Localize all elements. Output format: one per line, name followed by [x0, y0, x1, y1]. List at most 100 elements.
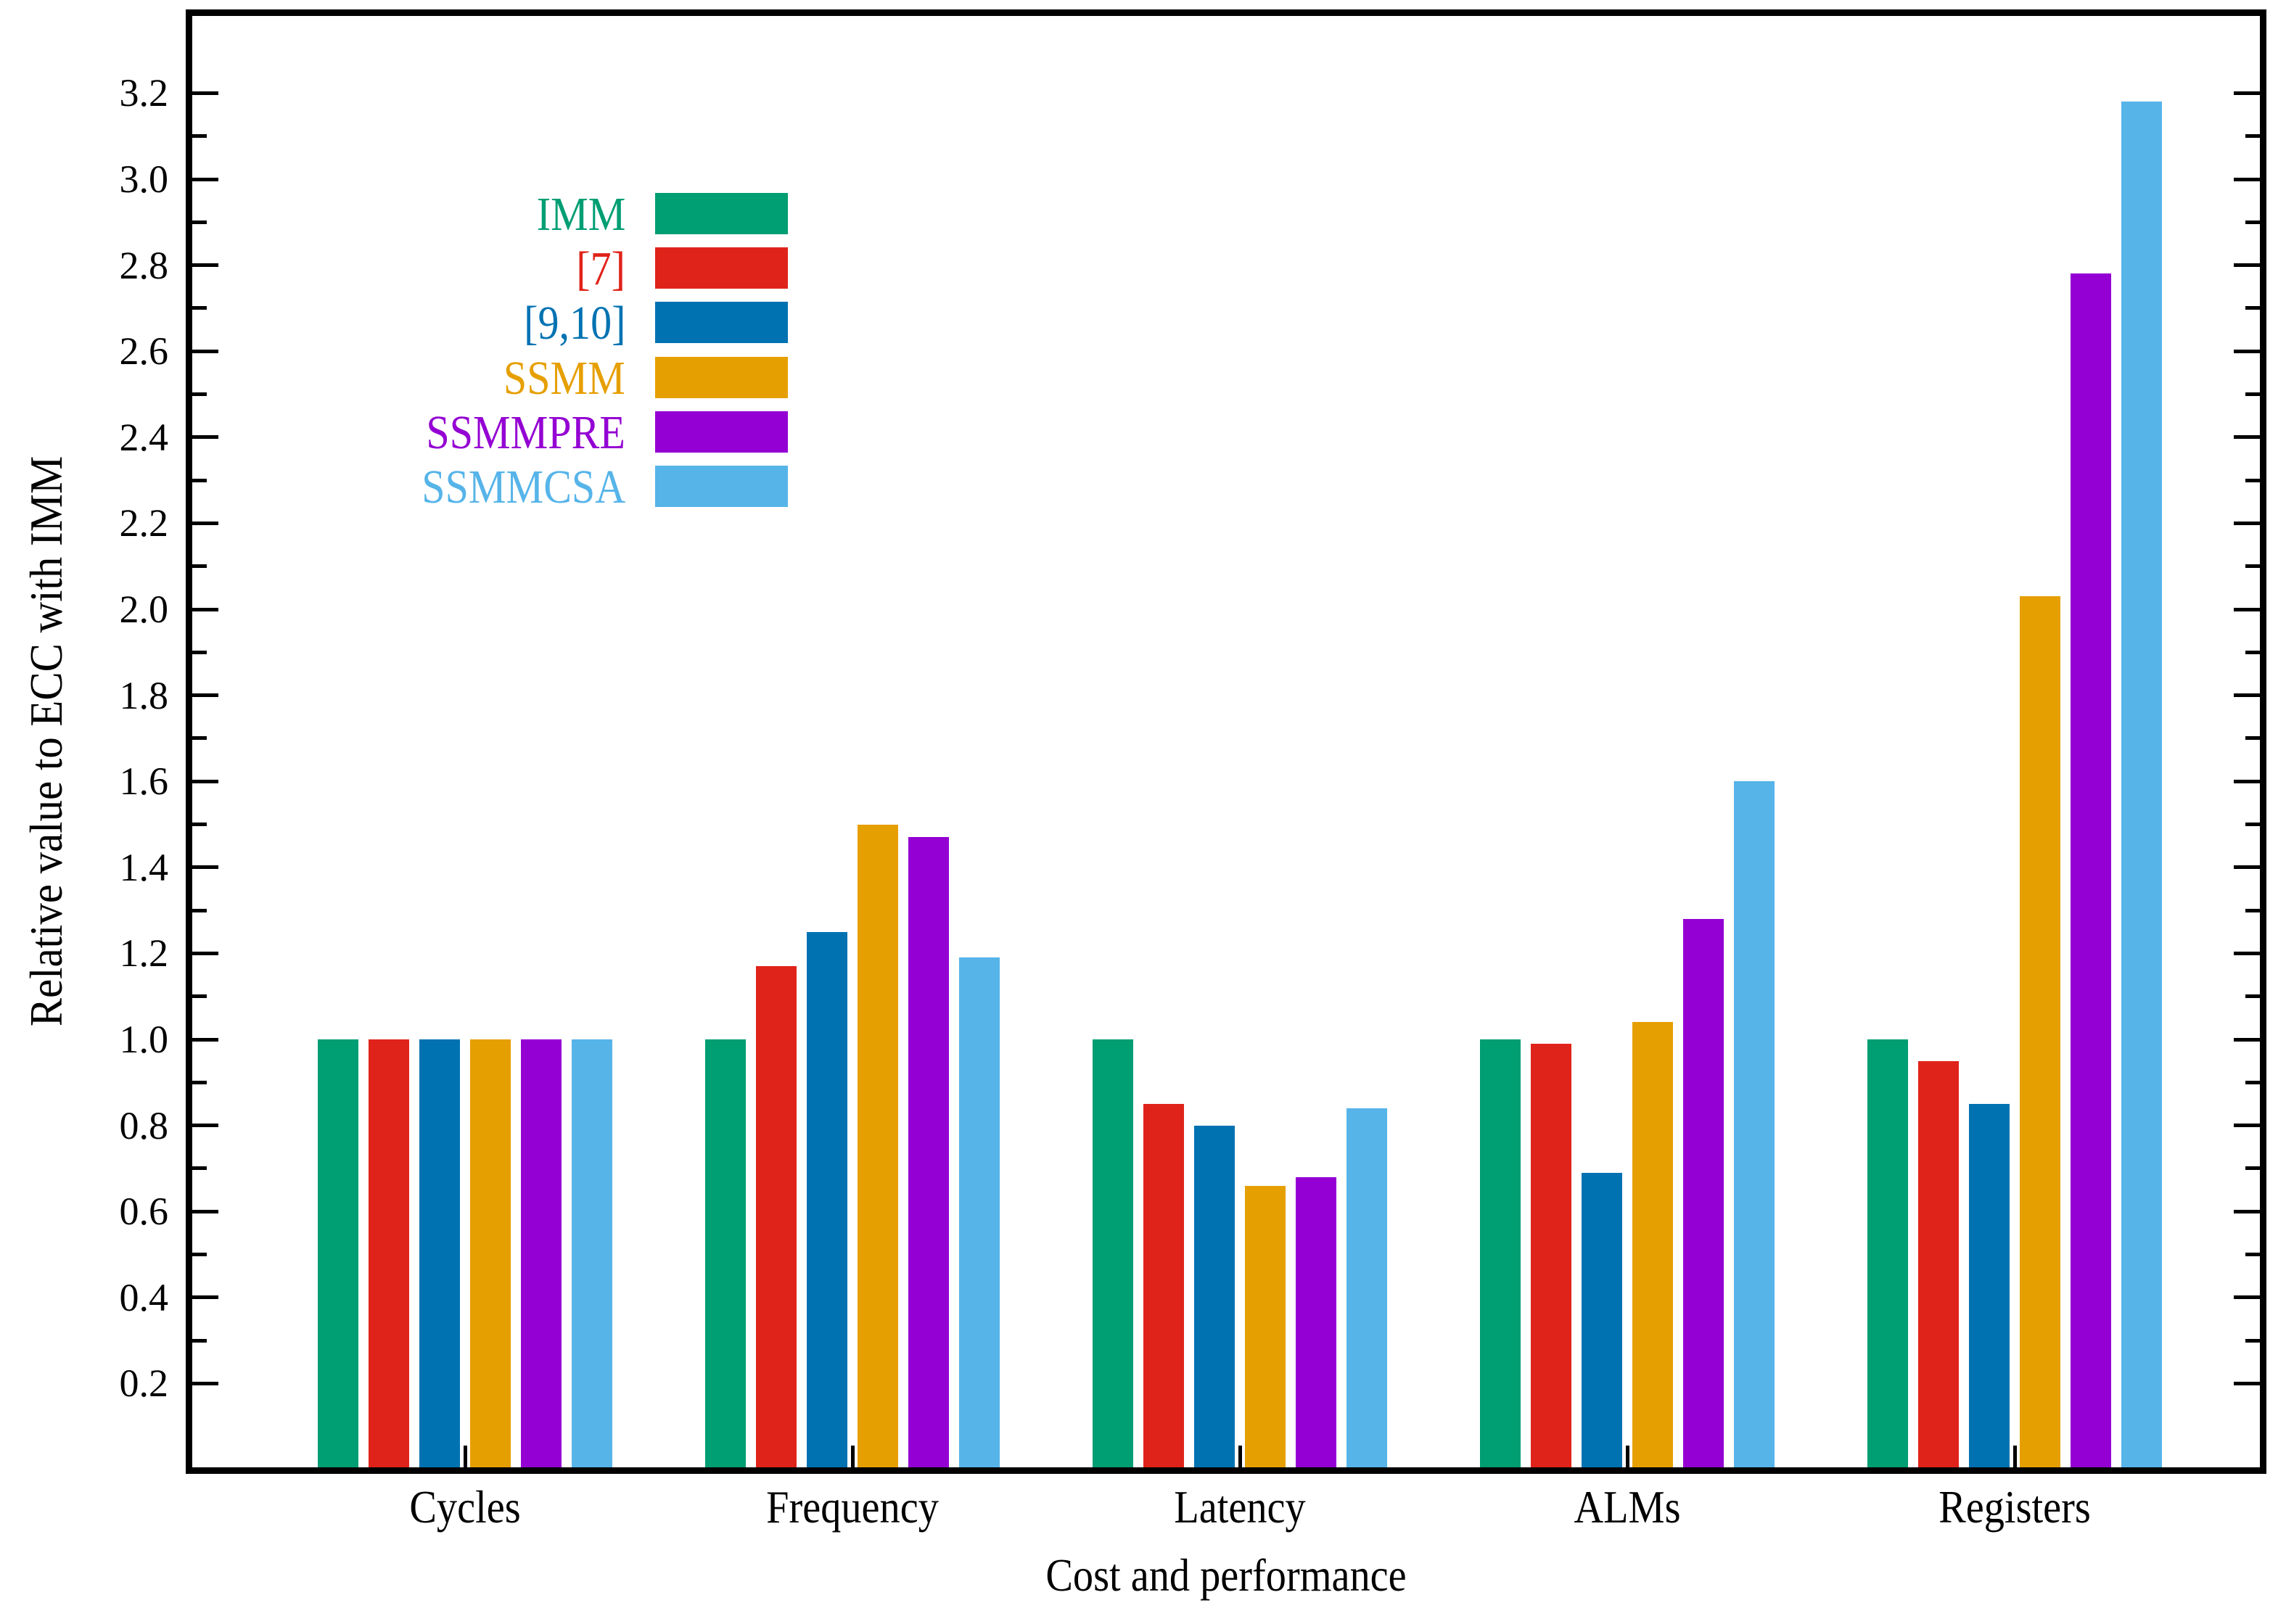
x-tick: [1626, 1446, 1629, 1467]
y-major-tick-right: [2234, 1210, 2260, 1213]
y-minor-tick-left: [192, 823, 207, 826]
y-minor-tick-left: [192, 134, 207, 138]
bar-910-frequency: [807, 931, 847, 1467]
x-tick: [1238, 1446, 1242, 1467]
bar-7-cycles: [369, 1039, 409, 1467]
y-minor-tick-right: [2245, 651, 2260, 654]
y-major-tick-right: [2234, 263, 2260, 267]
bar-ssmm-registers: [2020, 596, 2060, 1467]
x-category-label-latency: Latency: [1174, 1481, 1306, 1533]
bar-7-registers: [1918, 1060, 1959, 1467]
x-tick: [464, 1446, 467, 1467]
bar-7-frequency: [756, 966, 797, 1467]
y-major-tick-left: [192, 263, 218, 267]
x-category-label-frequency: Frequency: [766, 1481, 939, 1533]
bar-ssmmcsa-cycles: [572, 1039, 612, 1467]
bar-ssmm-latency: [1245, 1185, 1286, 1467]
legend-label-7: [7]: [576, 242, 625, 296]
y-major-tick-left: [192, 178, 218, 181]
y-major-tick-left: [192, 350, 218, 353]
y-major-tick-right: [2234, 350, 2260, 353]
legend-swatch-910: [655, 302, 788, 344]
y-tick-label: 3.2: [119, 71, 169, 115]
x-category-label-alms: ALMs: [1574, 1481, 1681, 1533]
y-minor-tick-right: [2245, 736, 2260, 740]
bar-ssmmpre-registers: [2071, 273, 2111, 1467]
y-minor-tick-right: [2245, 306, 2260, 310]
y-major-tick-right: [2234, 693, 2260, 697]
legend-label-ssmm: SSMM: [503, 351, 625, 405]
bar-910-alms: [1582, 1172, 1622, 1467]
y-major-tick-right: [2234, 608, 2260, 611]
y-tick-label: 1.8: [119, 674, 169, 717]
legend-row-ssmmpre: SSMMPRE: [0, 408, 2286, 456]
bar-ssmm-alms: [1632, 1022, 1673, 1467]
y-major-tick-right: [2234, 522, 2260, 525]
legend-swatch-ssmmcsa: [655, 466, 788, 507]
y-major-tick-left: [192, 1210, 218, 1213]
legend-row-910: [9,10]: [0, 300, 2286, 347]
legend-row-7: [7]: [0, 245, 2286, 293]
y-minor-tick-right: [2245, 994, 2260, 998]
legend-label-ssmmcsa: SSMMCSA: [422, 461, 625, 514]
y-major-tick-left: [192, 952, 218, 955]
bar-910-registers: [1969, 1103, 2010, 1467]
y-major-tick-right: [2234, 178, 2260, 181]
y-minor-tick-right: [2245, 392, 2260, 396]
y-major-tick-right: [2234, 1124, 2260, 1127]
bar-imm-alms: [1480, 1039, 1521, 1467]
y-minor-tick-right: [2245, 479, 2260, 482]
y-major-tick-right: [2234, 1382, 2260, 1385]
plot-border: [186, 9, 2266, 1474]
x-tick: [2013, 1446, 2017, 1467]
y-major-tick-left: [192, 608, 218, 611]
y-tick-label: 2.8: [119, 244, 169, 287]
bar-7-latency: [1143, 1103, 1184, 1467]
y-minor-tick-right: [2245, 220, 2260, 224]
bar-imm-frequency: [705, 1039, 746, 1467]
y-minor-tick-left: [192, 994, 207, 998]
y-tick-label: 0.2: [119, 1361, 169, 1405]
y-major-tick-left: [192, 1038, 218, 1042]
y-minor-tick-right: [2245, 823, 2260, 826]
legend-row-ssmmcsa: SSMMCSA: [0, 463, 2286, 511]
y-minor-tick-left: [192, 651, 207, 654]
x-category-label-registers: Registers: [1938, 1481, 2091, 1533]
legend-swatch-ssmm: [655, 356, 788, 398]
legend-label-ssmmpre: SSMMPRE: [426, 405, 625, 459]
bar-910-latency: [1194, 1125, 1235, 1467]
y-tick-label: 2.2: [119, 501, 169, 545]
y-tick-label: 1.4: [119, 846, 169, 889]
y-minor-tick-right: [2245, 1339, 2260, 1343]
y-tick-label: 3.0: [119, 157, 169, 201]
bar-ssmmcsa-frequency: [959, 957, 1000, 1467]
bar-imm-latency: [1093, 1039, 1133, 1467]
bar-imm-cycles: [318, 1039, 358, 1467]
x-category-label-cycles: Cycles: [409, 1481, 521, 1533]
bar-ssmmcsa-alms: [1734, 781, 1775, 1467]
y-tick-label: 1.6: [119, 759, 169, 803]
y-minor-tick-left: [192, 392, 207, 396]
legend-swatch-ssmmpre: [655, 411, 788, 453]
y-minor-tick-right: [2245, 1253, 2260, 1256]
y-major-tick-left: [192, 1124, 218, 1127]
bar-910-cycles: [419, 1039, 460, 1467]
y-major-tick-left: [192, 693, 218, 697]
y-tick-label: 2.4: [119, 416, 169, 459]
y-minor-tick-left: [192, 1081, 207, 1084]
y-minor-tick-left: [192, 479, 207, 482]
y-major-tick-right: [2234, 435, 2260, 439]
bar-imm-registers: [1867, 1039, 1908, 1467]
y-tick-label: 1.2: [119, 931, 169, 975]
legend-label-imm: IMM: [536, 188, 625, 241]
y-major-tick-left: [192, 91, 218, 95]
bar-ssmmpre-cycles: [521, 1039, 562, 1467]
y-major-tick-right: [2234, 1295, 2260, 1299]
y-minor-tick-left: [192, 564, 207, 568]
y-major-tick-left: [192, 865, 218, 869]
y-major-tick-right: [2234, 952, 2260, 955]
